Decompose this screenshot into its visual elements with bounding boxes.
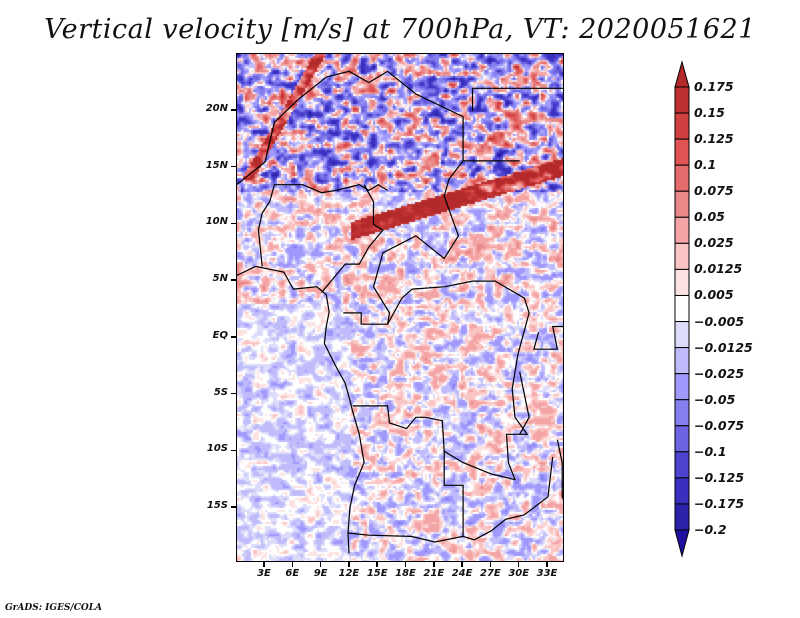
y-tick-mark	[231, 506, 236, 508]
colorbar-label: 0.0125	[694, 261, 743, 277]
colorbar-box	[674, 373, 690, 401]
colorbar-box	[674, 86, 690, 114]
x-tick-mark	[489, 562, 492, 567]
y-tick-mark	[231, 336, 236, 338]
country-border	[519, 371, 530, 435]
colorbar-label: 0.175	[694, 79, 734, 94]
colorbar-box	[674, 399, 690, 427]
country-border	[533, 325, 563, 350]
colorbar-label: −0.005	[694, 313, 745, 329]
colorbar-label: −0.1	[694, 443, 727, 459]
colorbar-arrow-bottom	[674, 529, 690, 558]
y-tick-mark	[231, 109, 236, 111]
x-tick-label: 27E	[480, 568, 501, 579]
country-borders	[237, 70, 563, 554]
y-tick-mark	[231, 165, 236, 168]
x-tick-label: 30E	[508, 568, 530, 579]
y-tick-mark	[231, 222, 236, 225]
x-tick-mark	[546, 562, 548, 567]
y-tick-label: 10S	[206, 443, 228, 455]
colorbar-arrow-top	[674, 60, 690, 88]
x-tick-mark	[291, 562, 294, 567]
colorbar-label: −0.125	[694, 469, 745, 485]
y-tick-label: 15S	[206, 500, 228, 511]
y-tick-mark	[231, 449, 236, 452]
colorbar-label: 0.005	[694, 287, 734, 303]
x-tick-label: 18E	[395, 568, 416, 579]
colorbar-box	[674, 451, 690, 479]
colorbar-box	[674, 164, 690, 192]
x-tick-mark	[461, 562, 463, 567]
colorbar-label: −0.025	[694, 365, 745, 381]
y-tick-label: 5N	[212, 273, 228, 285]
colorbar-box	[674, 112, 690, 140]
colorbar-label: −0.2	[694, 522, 727, 537]
colorbar-label: 0.075	[694, 183, 734, 199]
map-plot-area	[236, 53, 564, 562]
y-tick-mark	[231, 392, 236, 395]
country-border	[237, 70, 350, 186]
colorbar-box	[674, 242, 690, 270]
x-tick-label: 24E	[451, 568, 473, 579]
footer-credit: GrADS: IGES/COLA	[5, 603, 103, 613]
colorbar-label: 0.05	[694, 209, 725, 225]
x-tick-label: 9E	[313, 568, 328, 579]
y-tick-label: EQ	[212, 329, 228, 341]
x-tick-mark	[348, 562, 350, 567]
country-border	[556, 439, 563, 501]
y-tick-mark	[231, 279, 236, 281]
y-tick-label: 15N	[205, 159, 228, 171]
colorbar-label: 0.025	[694, 235, 734, 251]
x-tick-label: 12E	[338, 568, 360, 579]
y-tick-label: 5S	[213, 386, 228, 398]
country-border	[257, 183, 388, 267]
colorbar-box	[674, 294, 690, 323]
x-tick-label: 3E	[257, 568, 271, 579]
country-border	[462, 456, 554, 541]
colorbar-box	[674, 138, 690, 166]
colorbar-box	[674, 503, 690, 531]
colorbar-label: −0.05	[694, 391, 736, 407]
x-tick-mark	[404, 562, 407, 567]
country-border	[352, 405, 445, 452]
colorbar-box	[674, 216, 690, 244]
colorbar-label: 0.1	[694, 157, 717, 173]
y-tick-label: 10N	[205, 216, 228, 228]
x-tick-mark	[517, 562, 520, 567]
colorbar-label: 0.125	[694, 131, 734, 147]
colorbar-label: −0.075	[694, 417, 745, 433]
x-tick-label: 6E	[285, 568, 300, 579]
x-tick-label: 21E	[423, 568, 445, 579]
x-tick-mark	[319, 562, 322, 567]
colorbar-box	[674, 268, 690, 296]
colorbar-box	[674, 347, 690, 375]
colorbar-box	[674, 321, 690, 349]
country-border	[471, 87, 563, 111]
colorbar-label: −0.175	[694, 495, 745, 511]
vertical-velocity-field	[237, 54, 563, 561]
colorbar-label: 0.15	[694, 105, 725, 121]
colorbar-box	[674, 190, 690, 218]
colorbar-box	[674, 425, 690, 453]
colorbar-box	[674, 477, 690, 505]
x-tick-mark	[263, 562, 265, 567]
x-tick-label: 33E	[536, 568, 558, 579]
country-border	[237, 265, 365, 554]
x-tick-mark	[376, 562, 378, 567]
chart-title: Vertical velocity [m/s] at 700hPa, VT: 2…	[44, 14, 756, 45]
colorbar-label: −0.0125	[694, 339, 753, 355]
country-border	[321, 184, 384, 293]
country-border	[343, 70, 464, 325]
x-tick-mark	[433, 562, 435, 567]
x-tick-label: 15E	[366, 568, 388, 579]
y-tick-label: 20N	[205, 103, 228, 114]
